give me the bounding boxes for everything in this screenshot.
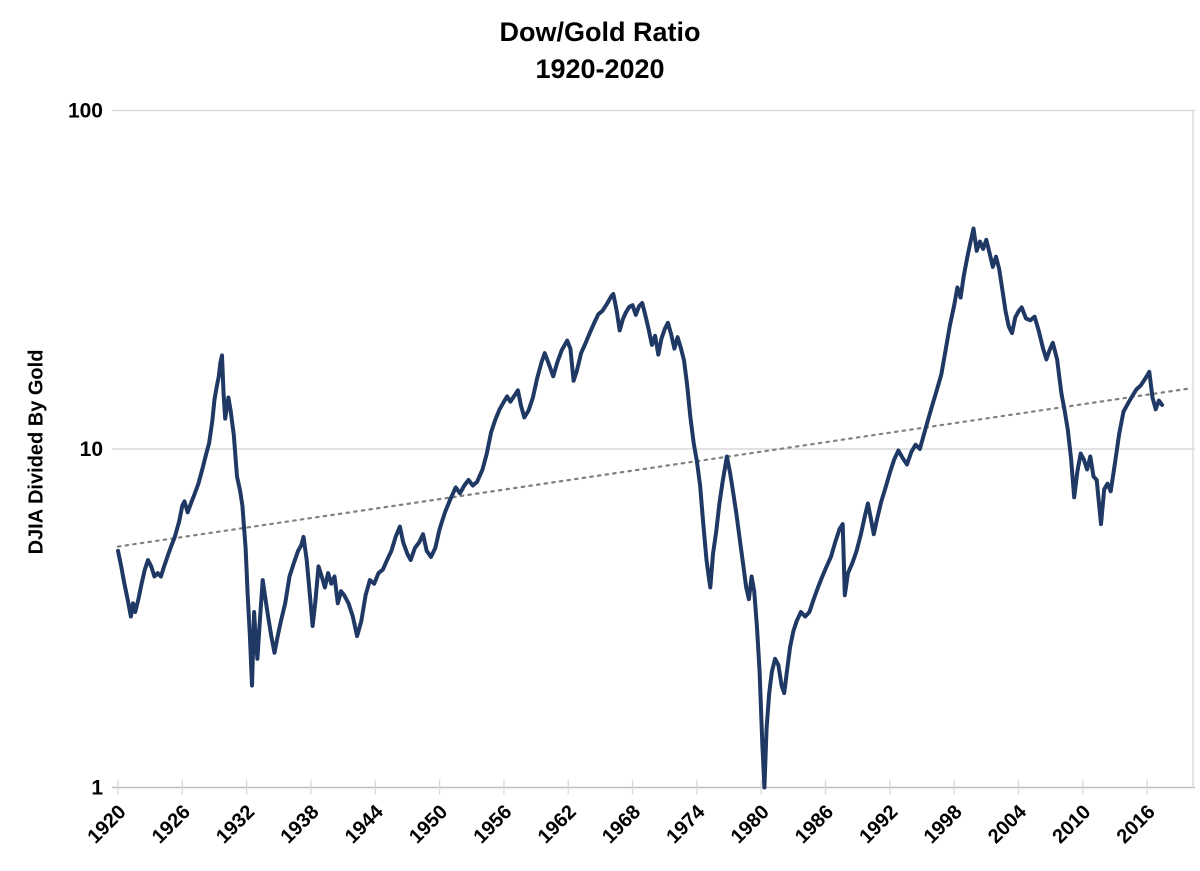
y-tick-label: 10 [80, 438, 103, 461]
x-tick-label: 1986 [791, 801, 838, 848]
chart-title: Dow/Gold Ratio [499, 17, 701, 47]
chart-subtitle: 1920-2020 [535, 54, 665, 84]
x-tick-label: 1980 [727, 801, 774, 848]
x-tick-label: 1992 [855, 801, 902, 848]
x-tick-label: 1968 [598, 801, 645, 848]
y-tick-label: 1 [91, 777, 103, 800]
x-tick-label: 1920 [84, 801, 131, 848]
x-tick-label: 1926 [148, 801, 195, 848]
x-tick-label: 1950 [405, 801, 452, 848]
x-tick-label: 1974 [662, 800, 710, 848]
x-tick-label: 2004 [984, 800, 1032, 848]
x-tick-label: 2016 [1113, 801, 1160, 848]
series-line [116, 226, 1165, 790]
trendline [116, 387, 1192, 548]
x-tick-label: 2010 [1048, 801, 1095, 848]
x-tick-label: 1956 [469, 801, 516, 848]
x-tick-label: 1998 [920, 801, 967, 848]
x-tick-label: 1962 [534, 801, 581, 848]
x-tick-label: 1944 [341, 800, 389, 848]
y-tick-label: 100 [68, 100, 103, 123]
chart-title-block: Dow/Gold Ratio 1920-2020 [0, 14, 1200, 88]
x-tick-label: 1938 [276, 801, 323, 848]
x-tick-label: 1932 [212, 801, 259, 848]
